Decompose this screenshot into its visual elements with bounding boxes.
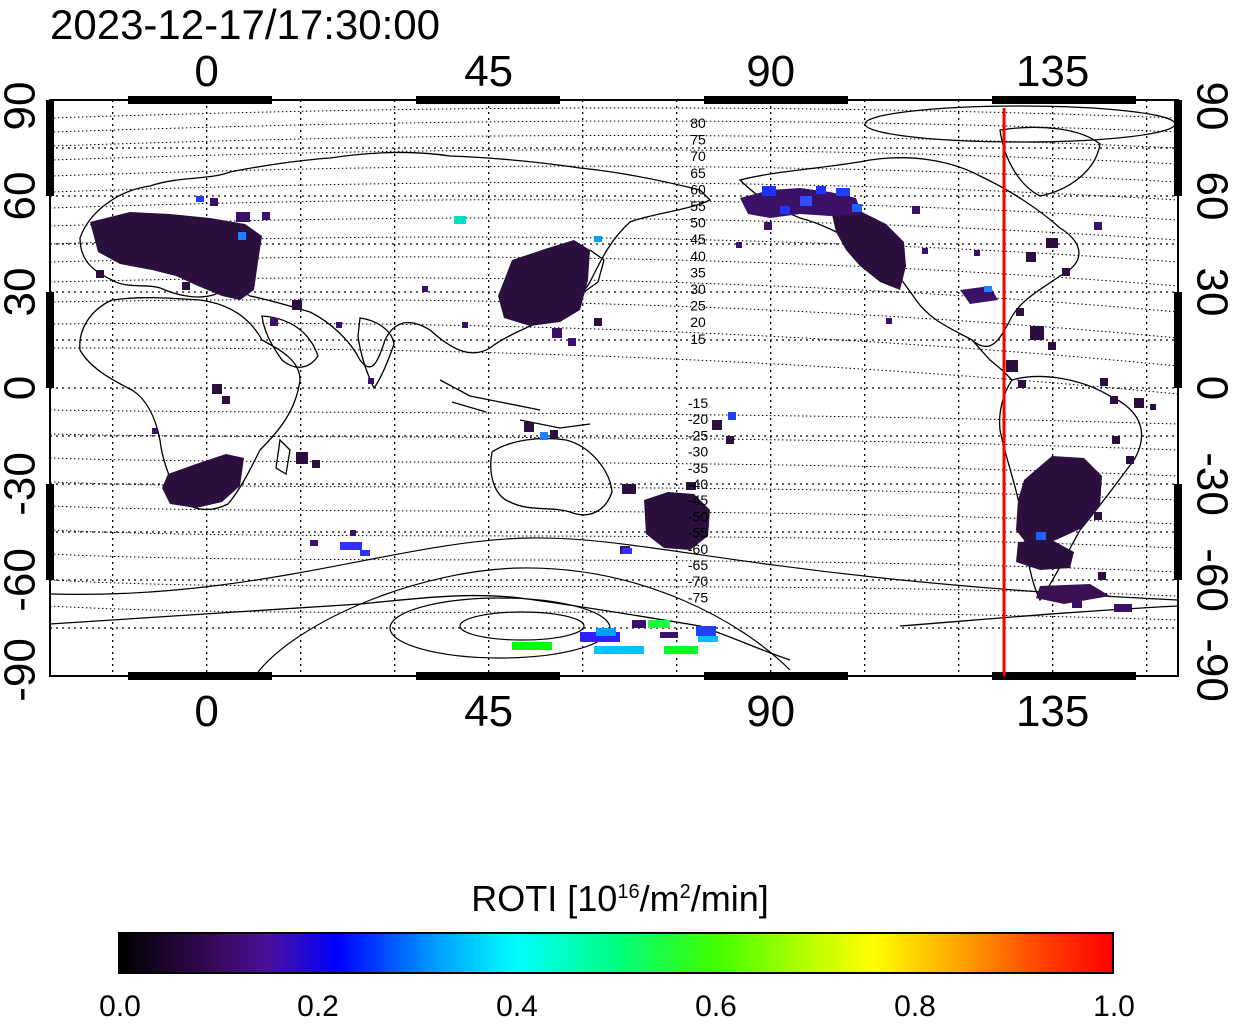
contour-label: -65 [688,557,708,573]
colorbar-label: ROTI [1016/m2/min] [0,872,1240,919]
contour-label: 40 [690,248,706,264]
latitude-label: 60 [0,172,45,221]
contour-label: -30 [688,444,708,460]
contour-label: 60 [690,181,706,197]
contour-label: 50 [690,215,706,231]
latitude-label: 90 [0,82,45,131]
longitude-label: 45 [464,687,513,736]
colorbar-tick: 1.0 [1093,990,1135,1023]
right-latitude-labels: 90 60 30 0 -30 -60 -90 [1188,82,1237,702]
latitude-label: 0 [1188,376,1237,400]
contour-label: -60 [688,541,708,557]
contour-label: -45 [688,492,708,508]
colorbar-label-end: /min] [690,878,769,919]
map-title: 2023-12-17/17:30:00 [50,1,440,48]
contour-label: -55 [688,525,708,541]
contour-label: -35 [688,460,708,476]
bottom-longitude-labels: 04590135180-135-90-45 [194,687,1089,736]
latitude-label: -30 [1188,452,1237,516]
contour-label: -25 [688,427,708,443]
roti-patch-europe [90,212,262,300]
colorbar-label-main: ROTI [10 [471,878,618,919]
contour-label: -20 [688,411,708,427]
contour-label: 35 [690,264,706,280]
contour-label: 65 [690,165,706,181]
contour-label: 80 [690,115,706,131]
south-contour-labels: -15-20-25-30-35-40-45-50-55-60-65-70-75 [688,395,708,605]
roti-patch-south-america [1016,456,1102,548]
longitude-label: 135 [1016,687,1089,736]
colorbar [118,932,1114,974]
contour-label: 55 [690,198,706,214]
contour-label: -40 [688,476,708,492]
roti-patch-southern-africa [162,454,244,508]
roti-patch-north-america [830,206,906,290]
latitude-label: 30 [0,268,45,317]
contour-label: -15 [688,395,708,411]
colorbar-label-mid: /m [639,878,680,919]
roti-patch-new-zealand [644,492,710,550]
latitude-label: 0 [0,376,45,400]
longitude-label: 135 [1016,47,1089,96]
latitude-label: -90 [0,638,45,702]
contour-label: 20 [690,314,706,330]
contour-label: 75 [690,132,706,148]
roti-patch-east-asia [498,240,590,326]
latitude-label: 90 [1188,82,1237,131]
colorbar-label-sup1: 16 [617,881,640,903]
contour-label: 45 [690,231,706,247]
contour-label: -75 [688,589,708,605]
roti-data-cells [90,186,1156,654]
longitude-label: 90 [746,687,795,736]
latitude-label: -60 [1188,548,1237,612]
latitude-label: -30 [0,452,45,516]
left-latitude-labels: 90 60 30 0 -30 -60 -90 [0,82,45,702]
contour-label: 30 [690,281,706,297]
longitude-label: 0 [194,687,218,736]
colorbar-tick: 0.8 [894,990,936,1023]
contour-label: -70 [688,573,708,589]
longitude-label: 90 [746,47,795,96]
colorbar-tick: 0.2 [297,990,339,1023]
colorbar-tick: 0.4 [496,990,538,1023]
latitude-label: 30 [1188,268,1237,317]
latitude-label: -60 [0,548,45,612]
longitude-label: 45 [464,47,513,96]
latitude-label: -90 [1188,638,1237,702]
colorbar-tick: 0.0 [99,990,141,1023]
contour-label: 70 [690,148,706,164]
top-longitude-labels: 04590135180-135-90-45 [194,47,1089,96]
contour-label: 25 [690,298,706,314]
roti-patch-patagonia [1016,540,1074,570]
contour-label: 15 [690,331,706,347]
colorbar-tick: 0.6 [695,990,737,1023]
latitude-label: 60 [1188,172,1237,221]
roti-patch-drake [1036,584,1110,604]
longitude-label: 0 [194,47,218,96]
colorbar-label-sup2: 2 [679,881,691,903]
contour-label: -50 [688,508,708,524]
